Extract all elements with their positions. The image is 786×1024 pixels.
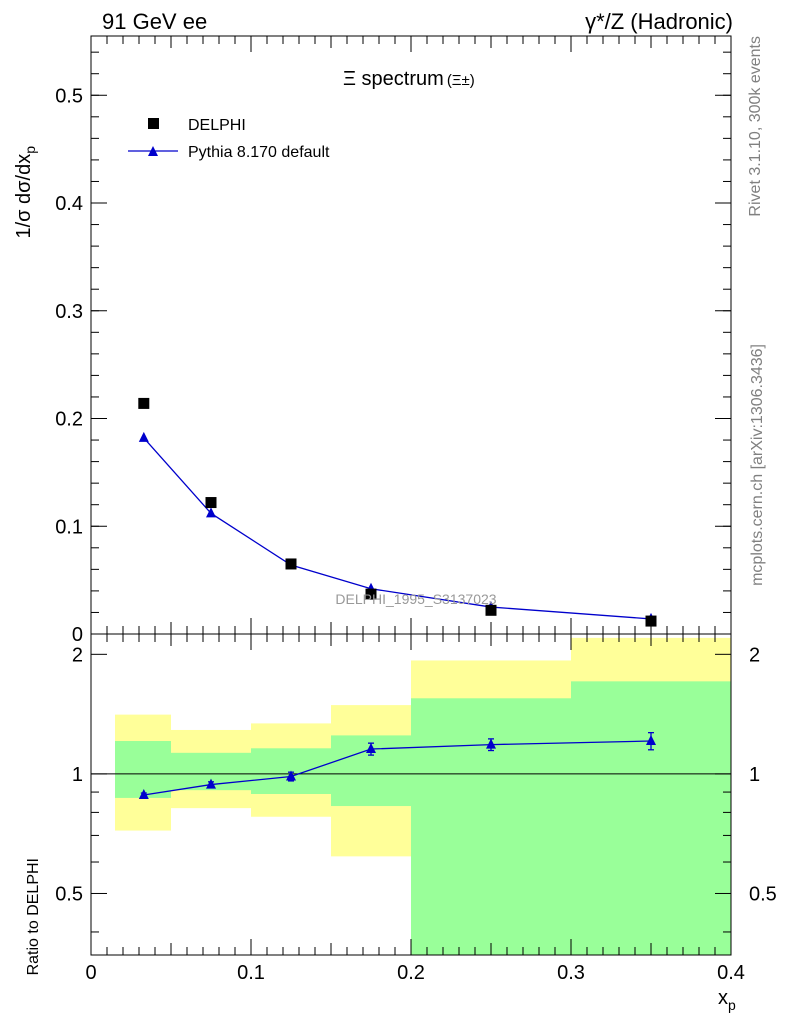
x-tick-label: 0.3 bbox=[557, 962, 585, 984]
y-tick-label: 0.5 bbox=[55, 85, 83, 107]
xlabel-text: x bbox=[718, 987, 728, 1009]
ratio-y-tick-label-right: 1 bbox=[749, 764, 760, 786]
ratio-ylabel: Ratio to DELPHI bbox=[25, 858, 42, 975]
uncertainty-band-inner bbox=[571, 681, 731, 955]
xlabel: xp bbox=[718, 987, 736, 1013]
mc-line bbox=[143, 437, 652, 620]
x-tick-label: 0.1 bbox=[237, 962, 265, 984]
main-ylabel: 1/σ dσ/dxp bbox=[13, 146, 38, 239]
ratio-frame bbox=[90, 633, 732, 956]
ratio-panel: 0.5 0.5 1 1 2 2 0 0.1 0.2 0.3 0.4 bbox=[55, 633, 777, 984]
mcplots-label: mcplots.cern.ch [arXiv:1306.3436] bbox=[749, 344, 766, 586]
uncertainty-band-inner bbox=[411, 698, 571, 955]
watermark: DELPHI_1995_S3137023 bbox=[335, 591, 496, 607]
xlabel-sub: p bbox=[728, 997, 736, 1013]
header-right: γ*/Z (Hadronic) bbox=[585, 9, 733, 34]
uncertainty-band-inner bbox=[115, 741, 171, 798]
main-title-text: Ξ spectrum bbox=[343, 68, 444, 90]
ratio-y-tick-label: 2 bbox=[72, 644, 83, 666]
data-point bbox=[205, 497, 217, 509]
main-frame bbox=[90, 35, 732, 635]
ratio-mc-point bbox=[206, 778, 216, 789]
main-ylabel-sub: p bbox=[22, 146, 38, 154]
main-title: Ξ spectrum (Ξ±) bbox=[343, 68, 475, 90]
main-title-sup: (Ξ±) bbox=[447, 72, 475, 89]
y-tick-label: 0 bbox=[72, 624, 83, 646]
legend: DELPHI Pythia 8.170 default bbox=[128, 117, 330, 161]
legend-data-marker bbox=[148, 118, 159, 129]
ratio-y-tick-label: 1 bbox=[72, 764, 83, 786]
ratio-y-tick-label: 0.5 bbox=[55, 883, 83, 905]
ratio-mc-point bbox=[286, 770, 296, 781]
data-point bbox=[645, 615, 657, 627]
ratio-mc-point bbox=[138, 788, 149, 799]
y-tick-label: 0.2 bbox=[55, 409, 83, 431]
y-tick-label: 0.3 bbox=[55, 301, 83, 323]
rivet-label: Rivet 3.1.10, 300k events bbox=[747, 36, 764, 217]
y-tick-label: 0.1 bbox=[55, 516, 83, 538]
mc-point bbox=[206, 507, 216, 518]
legend-data-label: DELPHI bbox=[188, 117, 246, 134]
main-ylabel-text: 1/σ dσ/dx bbox=[13, 154, 35, 239]
main-panel: 0 0.1 0.2 0.3 0.4 0.5 bbox=[55, 35, 732, 646]
data-point bbox=[285, 558, 297, 570]
ratio-mc-point bbox=[366, 743, 376, 754]
x-tick-label: 0 bbox=[85, 962, 96, 984]
mc-point bbox=[138, 431, 149, 442]
ratio-mc-line bbox=[143, 740, 652, 796]
x-tick-label: 0.2 bbox=[397, 962, 425, 984]
header-left: 91 GeV ee bbox=[102, 9, 207, 34]
x-tick-label: 0.4 bbox=[717, 962, 745, 984]
ratio-y-tick-label-right: 0.5 bbox=[749, 883, 777, 905]
data-point bbox=[365, 588, 377, 600]
data-point bbox=[138, 397, 150, 409]
ratio-mc-point bbox=[646, 735, 656, 746]
ratio-y-tick-label-right: 2 bbox=[749, 644, 760, 666]
data-point bbox=[485, 604, 497, 616]
legend-mc-marker bbox=[148, 146, 158, 156]
legend-mc-label: Pythia 8.170 default bbox=[188, 144, 330, 161]
ratio-mc-point bbox=[486, 738, 496, 749]
y-tick-label: 0.4 bbox=[55, 193, 83, 215]
